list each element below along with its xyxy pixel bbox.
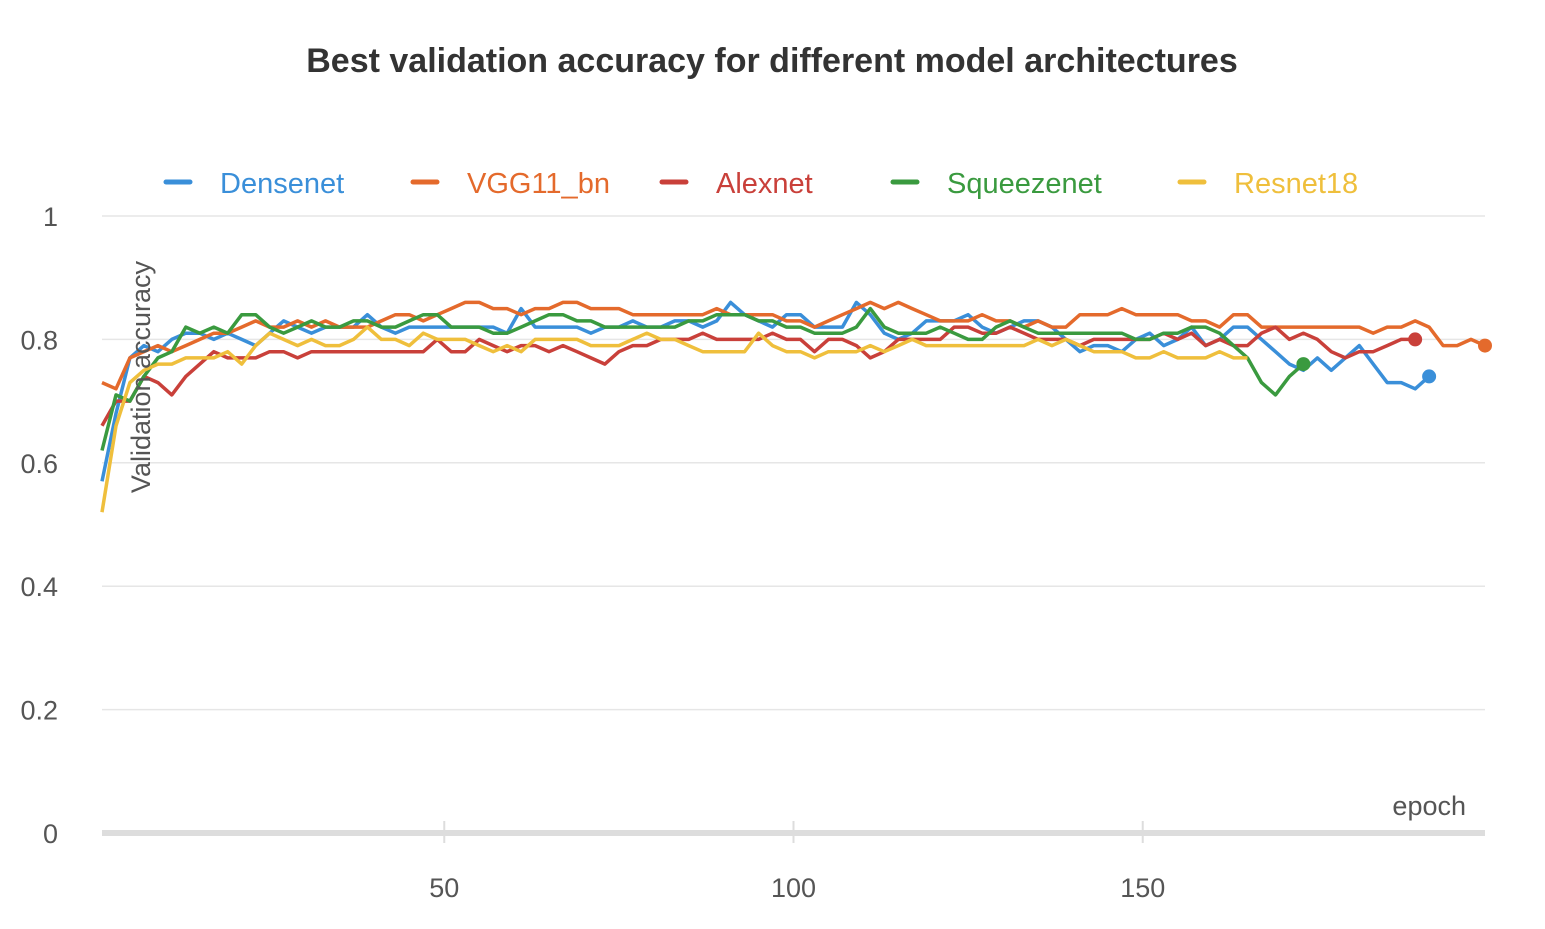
y-axis-ticks: 0 0.2 0.4 0.6 0.8 1 bbox=[20, 202, 58, 849]
grid-lines bbox=[102, 215, 1485, 711]
series-end-marker-densenet bbox=[1422, 369, 1437, 384]
end-markers bbox=[1296, 332, 1492, 384]
y-tick-label: 0.4 bbox=[20, 572, 58, 602]
y-tick-label: 1 bbox=[43, 202, 58, 232]
legend-label: VGG11_bn bbox=[467, 168, 610, 200]
legend-item[interactable]: Densenet bbox=[163, 168, 344, 200]
legend-label: Alexnet bbox=[716, 168, 813, 200]
legend-label: Resnet18 bbox=[1234, 168, 1358, 200]
chart-legend: Densenet VGG11_bn Alexnet Squeezenet Resnet1… bbox=[163, 168, 1358, 200]
legend-item[interactable]: Alexnet bbox=[659, 168, 813, 200]
series-line-vgg11-bn bbox=[101, 300, 1486, 391]
y-tick-label: 0.8 bbox=[20, 325, 58, 355]
legend-label: Densenet bbox=[220, 168, 344, 200]
x-axis-title: epoch bbox=[1392, 791, 1466, 821]
series-end-marker-alexnet bbox=[1408, 332, 1423, 347]
series-end-marker-vgg11-bn bbox=[1478, 338, 1492, 353]
legend-label: Squeezenet bbox=[947, 168, 1102, 200]
y-tick-label: 0.2 bbox=[20, 696, 58, 726]
series-line-alexnet bbox=[100, 325, 1416, 427]
legend-item[interactable]: Resnet18 bbox=[1177, 168, 1358, 200]
x-tick-label: 50 bbox=[429, 873, 459, 903]
y-axis-title: Validation accuracy bbox=[126, 260, 156, 493]
legend-item[interactable]: Squeezenet bbox=[890, 168, 1102, 200]
y-tick-label: 0 bbox=[43, 819, 58, 849]
x-axis-ticks: 50 100 150 bbox=[429, 821, 1165, 903]
legend-item[interactable]: VGG11_bn bbox=[410, 168, 610, 200]
series-line-squeezenet bbox=[100, 306, 1305, 451]
series-line-resnet18 bbox=[100, 325, 1248, 513]
x-tick-label: 100 bbox=[771, 873, 816, 903]
series-line-densenet bbox=[100, 300, 1431, 482]
series-end-marker-squeezenet bbox=[1296, 357, 1311, 372]
chart-title: Best validation accuracy for different m… bbox=[306, 42, 1238, 80]
x-tick-label: 150 bbox=[1120, 873, 1165, 903]
y-tick-label: 0.6 bbox=[20, 449, 58, 479]
series-lines bbox=[100, 300, 1486, 513]
